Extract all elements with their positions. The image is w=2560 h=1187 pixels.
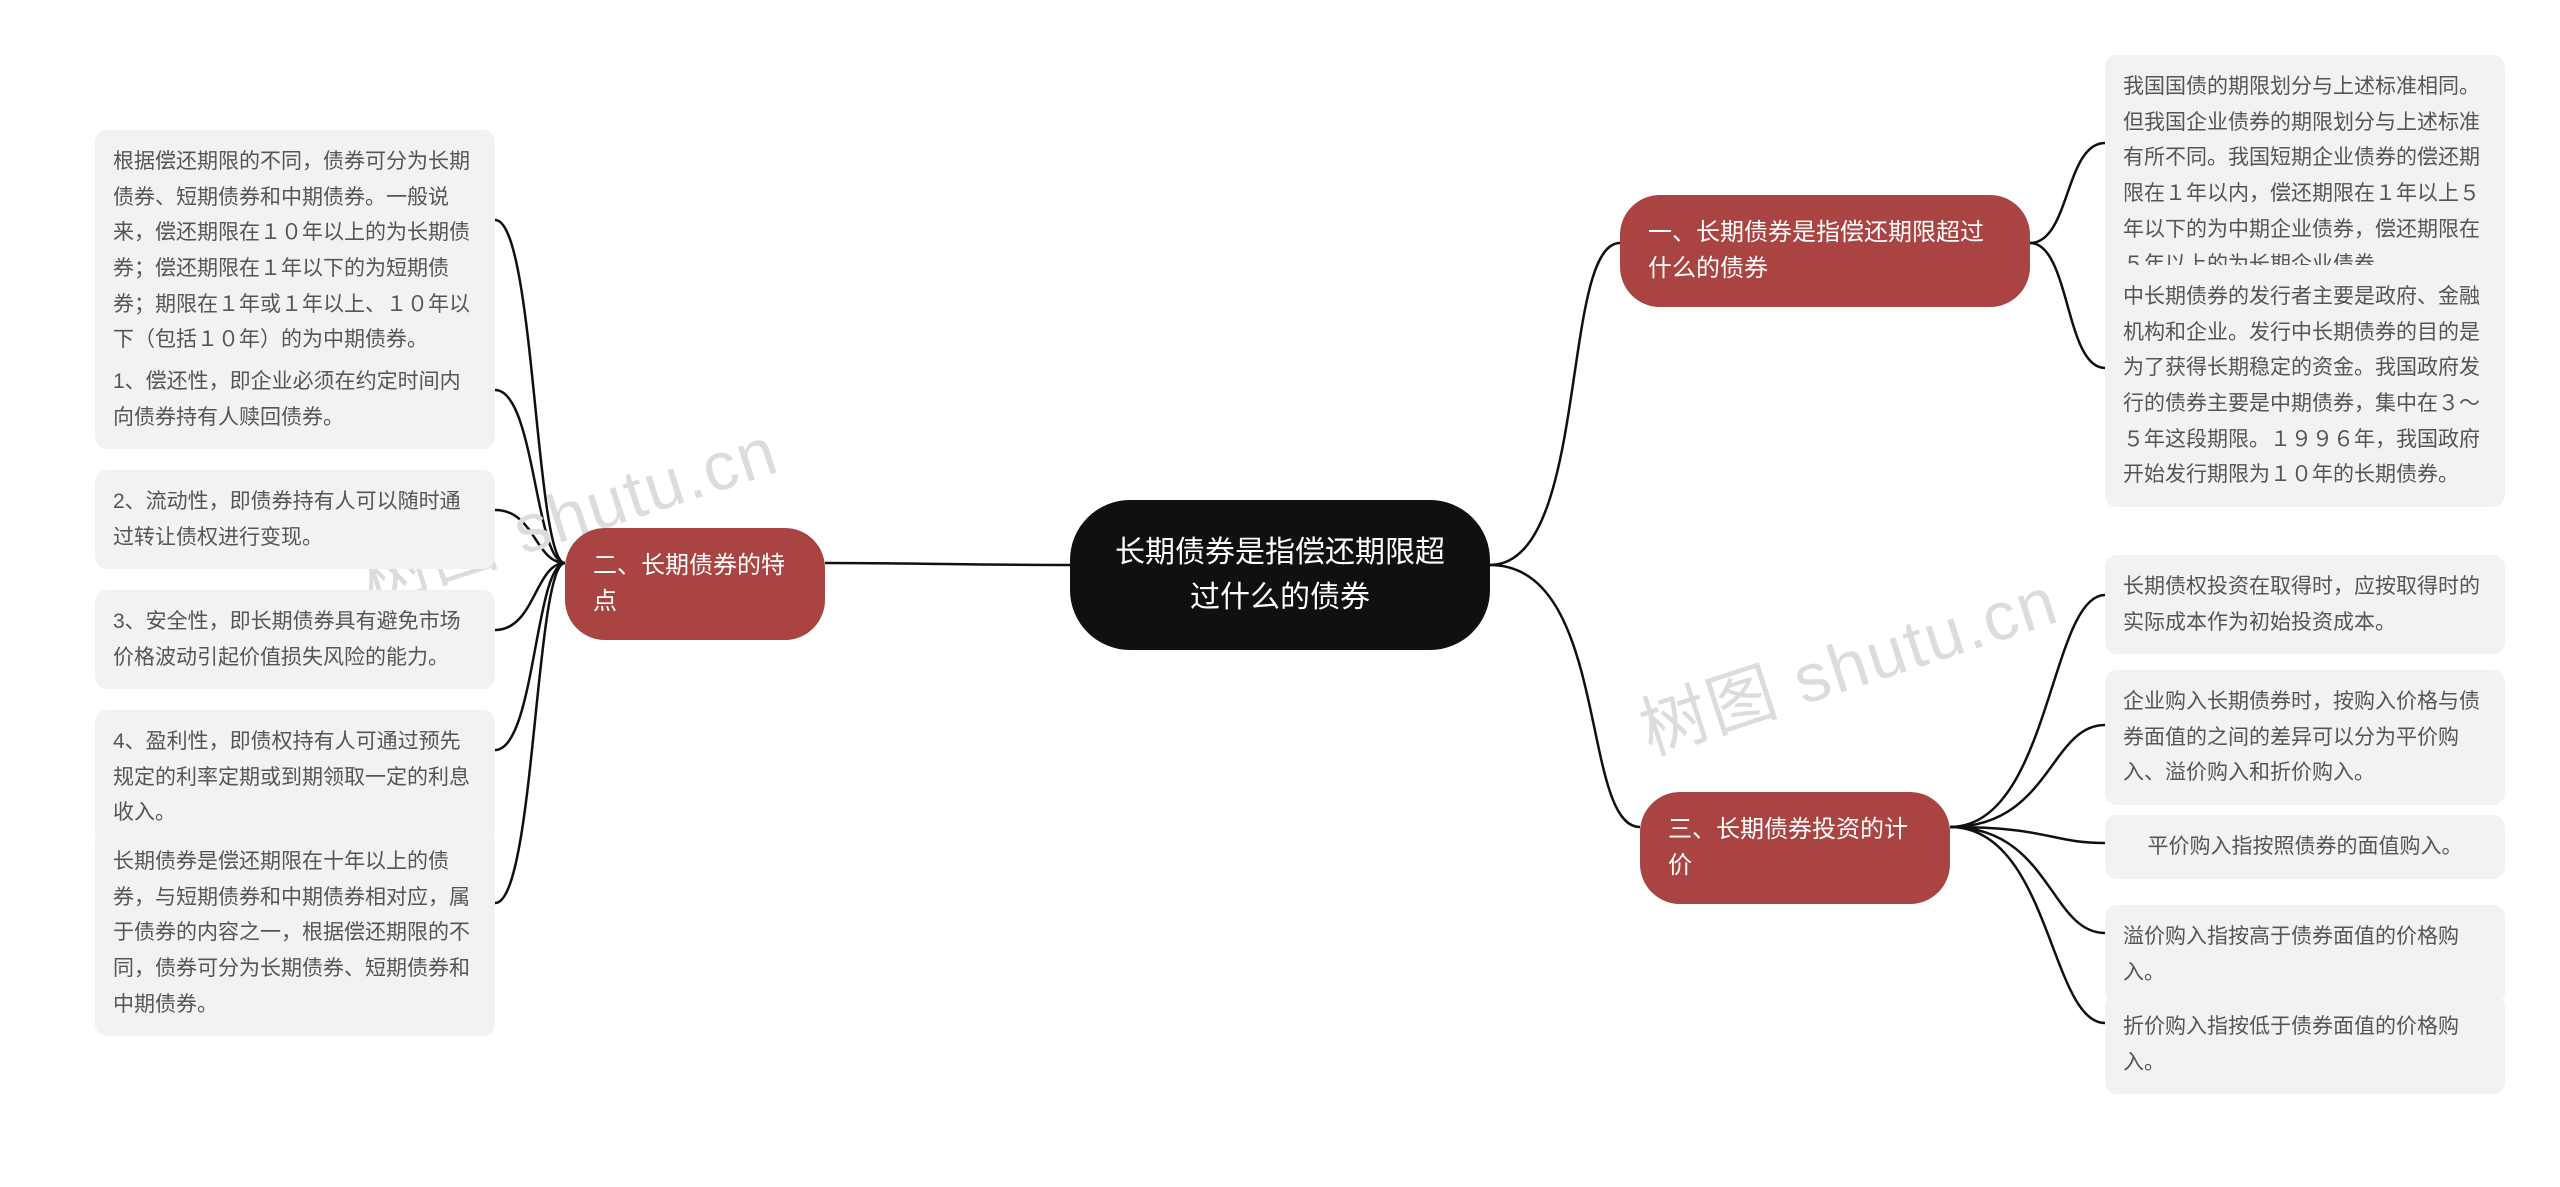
- leaf-b3-0-text: 长期债权投资在取得时，应按取得时的实际成本作为初始投资成本。: [2123, 569, 2487, 640]
- leaf-b3-0: 长期债权投资在取得时，应按取得时的实际成本作为初始投资成本。: [2105, 555, 2505, 654]
- leaf-b2-2: 2、流动性，即债券持有人可以随时通过转让债权进行变现。: [95, 470, 495, 569]
- branch-1[interactable]: 一、长期债券是指偿还期限超过什么的债券: [1620, 195, 2030, 307]
- leaf-b2-4-text: 4、盈利性，即债权持有人可通过预先规定的利率定期或到期领取一定的利息收入。: [113, 724, 477, 831]
- leaf-b1-0: 我国国债的期限划分与上述标准相同。但我国企业债券的期限划分与上述标准有所不同。我…: [2105, 55, 2505, 297]
- leaf-b3-4-text: 折价购入指按低于债券面值的价格购入。: [2123, 1009, 2487, 1080]
- leaf-b3-1: 企业购入长期债券时，按购入价格与债券面值的之间的差异可以分为平价购入、溢价购入和…: [2105, 670, 2505, 805]
- branch-3[interactable]: 三、长期债券投资的计价: [1640, 792, 1950, 904]
- leaf-b3-1-text: 企业购入长期债券时，按购入价格与债券面值的之间的差异可以分为平价购入、溢价购入和…: [2123, 684, 2487, 791]
- leaf-b2-1: 1、偿还性，即企业必须在约定时间内向债券持有人赎回债券。: [95, 350, 495, 449]
- leaf-b1-1-text: 中长期债券的发行者主要是政府、金融机构和企业。发行中长期债券的目的是为了获得长期…: [2123, 279, 2487, 493]
- leaf-b2-3: 3、安全性，即长期债券具有避免市场价格波动引起价值损失风险的能力。: [95, 590, 495, 689]
- branch-2[interactable]: 二、长期债券的特点: [565, 528, 825, 640]
- leaf-b3-3-text: 溢价购入指按高于债券面值的价格购入。: [2123, 919, 2487, 990]
- branch-3-text: 三、长期债券投资的计价: [1668, 812, 1922, 884]
- root-text: 长期债券是指偿还期限超过什么的债券: [1110, 530, 1450, 620]
- leaf-b2-5: 长期债券是偿还期限在十年以上的债券，与短期债券和中期债券相对应，属于债券的内容之…: [95, 830, 495, 1036]
- leaf-b2-5-text: 长期债券是偿还期限在十年以上的债券，与短期债券和中期债券相对应，属于债券的内容之…: [113, 844, 477, 1022]
- leaf-b2-4: 4、盈利性，即债权持有人可通过预先规定的利率定期或到期领取一定的利息收入。: [95, 710, 495, 845]
- leaf-b1-0-text: 我国国债的期限划分与上述标准相同。但我国企业债券的期限划分与上述标准有所不同。我…: [2123, 69, 2487, 283]
- leaf-b2-0-text: 根据偿还期限的不同，债券可分为长期债券、短期债券和中期债券。一般说来，偿还期限在…: [113, 144, 477, 358]
- leaf-b3-4: 折价购入指按低于债券面值的价格购入。: [2105, 995, 2505, 1094]
- leaf-b2-3-text: 3、安全性，即长期债券具有避免市场价格波动引起价值损失风险的能力。: [113, 604, 477, 675]
- branch-1-text: 一、长期债券是指偿还期限超过什么的债券: [1648, 215, 2002, 287]
- mindmap-canvas: 树图 shutu.cn 树图 shutu.cn 长期债券是指偿还期限超过什么的债…: [0, 0, 2560, 1187]
- leaf-b3-2: 平价购入指按照债券的面值购入。: [2105, 815, 2505, 879]
- branch-2-text: 二、长期债券的特点: [593, 548, 797, 620]
- leaf-b3-3: 溢价购入指按高于债券面值的价格购入。: [2105, 905, 2505, 1004]
- leaf-b2-2-text: 2、流动性，即债券持有人可以随时通过转让债权进行变现。: [113, 484, 477, 555]
- leaf-b3-2-text: 平价购入指按照债券的面值购入。: [2148, 829, 2463, 865]
- leaf-b1-1: 中长期债券的发行者主要是政府、金融机构和企业。发行中长期债券的目的是为了获得长期…: [2105, 265, 2505, 507]
- root-node[interactable]: 长期债券是指偿还期限超过什么的债券: [1070, 500, 1490, 650]
- leaf-b2-1-text: 1、偿还性，即企业必须在约定时间内向债券持有人赎回债券。: [113, 364, 477, 435]
- watermark-2: 树图 shutu.cn: [1625, 545, 2068, 773]
- leaf-b2-0: 根据偿还期限的不同，债券可分为长期债券、短期债券和中期债券。一般说来，偿还期限在…: [95, 130, 495, 372]
